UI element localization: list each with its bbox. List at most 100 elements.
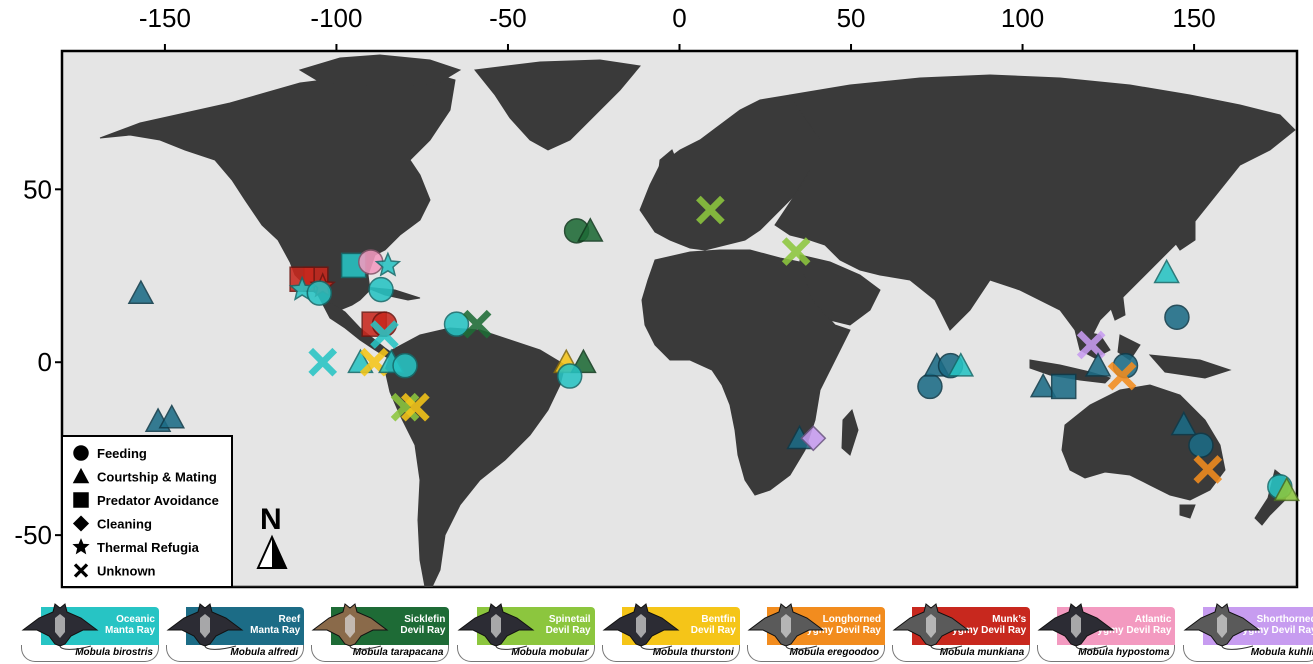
behaviour-legend: Feeding Courtship & Mating Predator Avoida…	[61, 435, 233, 588]
x-tick-label: 50	[837, 3, 866, 33]
marker-x-mobular	[781, 237, 811, 266]
species-scientific-name: Mobula hypostoma	[1078, 647, 1170, 658]
species-common-name: Munk’s Pygmy Devil Ray	[916, 614, 1027, 636]
marker-x-birostris	[308, 347, 338, 377]
marker-x-thurstoni	[401, 392, 430, 422]
marker-triangle-tarapacana	[577, 217, 604, 242]
species-card-birostris: Oceanic Manta Ray Mobula birostris	[19, 603, 159, 662]
species-card-tarapacana: Sicklefin Devil Ray Mobula tarapacana	[309, 603, 450, 662]
species-common-name: Spinetail Devil Ray	[481, 614, 591, 636]
y-tick-label: 50	[23, 174, 52, 204]
observation-markers	[127, 195, 1300, 502]
y-tick-label: -50	[14, 520, 52, 550]
species-common-name-line2: Manta Ray	[250, 625, 301, 636]
species-common-name-line2: Pygmy Devil Ray	[800, 625, 881, 636]
south-america-landmass	[384, 327, 566, 587]
species-scientific-name: Mobula eregoodoo	[789, 647, 879, 658]
tasmania-island	[1179, 504, 1196, 519]
marker-triangle-birostris	[947, 352, 975, 377]
legend-label: Unknown	[97, 564, 156, 579]
marker-triangle-birostris	[1153, 258, 1180, 284]
y-tick-label: 0	[38, 347, 52, 377]
ray-belly	[1071, 614, 1082, 638]
ray-tail	[930, 645, 963, 650]
legend-square-icon	[73, 492, 89, 508]
ray-tail	[204, 645, 237, 650]
ray-belly	[1216, 614, 1227, 638]
ray-tail	[495, 645, 527, 650]
madagascar-island	[841, 409, 859, 456]
ray-tail	[640, 645, 672, 650]
legend-label: Thermal Refugia	[97, 540, 200, 555]
ray-silhouette-icon	[166, 603, 244, 650]
marker-triangle-alfredi	[127, 279, 155, 305]
ray-belly	[926, 614, 937, 638]
legend-star-icon	[72, 538, 90, 555]
species-common-name-line2: Pygmy Devil Ray	[1090, 625, 1172, 636]
species-common-name-line1: Munk’s	[992, 614, 1027, 625]
ray-tail	[1075, 645, 1108, 650]
ray-belly	[200, 614, 211, 638]
species-common-name-line1: Spinetail	[548, 614, 591, 625]
marker-triangle-mobular	[1273, 476, 1300, 502]
species-common-name-line2: Devil Ray	[690, 625, 736, 636]
species-common-name: Oceanic Manta Ray	[45, 614, 155, 636]
ray-silhouette-icon	[1183, 603, 1261, 650]
species-common-name: Sicklefin Devil Ray	[335, 614, 445, 636]
marker-triangle-alfredi	[1170, 410, 1198, 436]
north-arrow-fill	[272, 537, 286, 568]
species-card-thurstoni: Bentfin Devil Ray Mobula thurstoni	[600, 603, 740, 662]
ray-silhouette-icon	[311, 603, 389, 650]
species-common-name: Shorthorned Pygmy Devil Ray	[1207, 614, 1313, 636]
x-tick-label: 100	[1001, 3, 1044, 33]
species-scientific-name: Mobula birostris	[75, 647, 153, 658]
marker-x-tarapacana	[462, 309, 492, 339]
ray-silhouette-icon	[457, 603, 535, 650]
marker-triangle-alfredi	[1029, 372, 1057, 398]
species-common-name-line2: Devil Ray	[545, 625, 591, 636]
ray-belly	[781, 614, 791, 638]
species-common-name: Bentfin Devil Ray	[626, 614, 736, 636]
species-common-name-line1: Oceanic	[116, 614, 155, 625]
species-common-name-line2: Devil Ray	[400, 625, 446, 636]
marker-x-eregoodoo	[1107, 361, 1137, 391]
species-card-mobular: Spinetail Devil Ray Mobula mobular	[455, 603, 595, 662]
marker-triangle-alfredi	[158, 403, 186, 429]
marker-diamond-kuhlii	[800, 425, 827, 452]
marker-circle-birostris	[368, 276, 394, 303]
marker-circle-alfredi	[917, 373, 943, 400]
legend-label: Cleaning	[97, 517, 152, 532]
species-common-name: Reef Manta Ray	[190, 614, 300, 636]
ray-tail	[59, 645, 92, 650]
marker-square-alfredi	[1050, 373, 1077, 400]
marker-circle-birostris	[392, 352, 418, 379]
marker-x-birostris	[370, 320, 399, 349]
legend-label: Courtship & Mating	[97, 470, 217, 485]
x-tick-label: -100	[310, 3, 362, 33]
species-common-name-line2: Pygmy Devil Ray	[1235, 625, 1313, 636]
marker-circle-birostris	[443, 311, 470, 337]
ray-tail	[785, 645, 818, 650]
legend-label: Feeding	[97, 446, 147, 461]
species-common-name-line1: Reef	[278, 614, 301, 625]
ray-silhouette-icon	[1037, 603, 1115, 650]
species-card-kuhlii: Shorthorned Pygmy Devil Ray Mobula kuhlii	[1181, 603, 1313, 662]
species-scientific-name: Mobula munkiana	[939, 647, 1025, 658]
species-card-hypostoma: Atlantic Pygmy Devil Ray Mobula hypostoma	[1035, 603, 1176, 662]
north-arrow-label: N	[260, 503, 282, 536]
x-tick-label: -150	[139, 3, 191, 33]
legend-x-icon	[73, 563, 89, 578]
legend-triangle-icon	[72, 467, 90, 484]
marker-x-mobular	[390, 392, 420, 422]
species-scientific-name: Mobula alfredi	[230, 647, 299, 658]
species-common-name-line1: Longhorned	[822, 614, 881, 625]
legend-box	[61, 435, 233, 588]
x-tick-label: 150	[1172, 3, 1215, 33]
north-arrow: N	[256, 503, 288, 569]
map-axes: -150 -100 -50 0 50 100 150 50 0 -50	[14, 3, 1215, 550]
ray-belly	[490, 614, 501, 638]
greenland-landmass	[474, 59, 641, 151]
ray-silhouette-icon	[21, 603, 99, 650]
ray-silhouette-icon	[602, 603, 680, 650]
species-scientific-name: Mobula kuhlii	[1250, 647, 1313, 658]
